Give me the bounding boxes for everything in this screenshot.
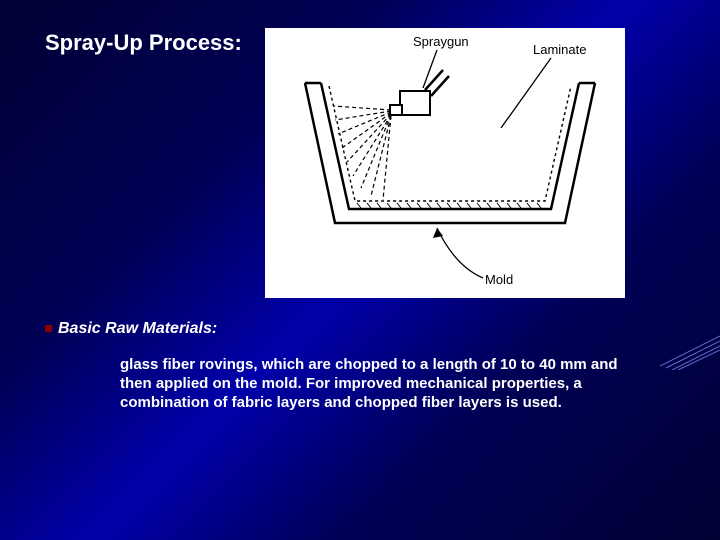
label-laminate: Laminate (533, 42, 586, 57)
laminate-hatching (357, 203, 541, 208)
bullet-icon (45, 325, 52, 332)
leader-mold (437, 228, 483, 278)
label-spraygun: Spraygun (413, 34, 469, 49)
subtitle-line: Basic Raw Materials: (45, 320, 675, 338)
label-mold: Mold (485, 272, 513, 287)
leader-spraygun (423, 50, 437, 88)
laminate-dashed-line (329, 86, 571, 201)
body-paragraph: glass fiber rovings, which are chopped t… (120, 356, 645, 412)
leader-laminate (501, 58, 551, 128)
slide-container: Spray-Up Process: (0, 0, 720, 540)
spraygun-icon (390, 70, 449, 115)
mold-inner-line (321, 83, 579, 209)
spray-fan-lines (333, 106, 391, 200)
subtitle-text: Basic Raw Materials: (58, 320, 217, 337)
spray-up-diagram: Spraygun Laminate Mold (265, 28, 625, 298)
diagram-svg: Spraygun Laminate Mold (265, 28, 625, 298)
